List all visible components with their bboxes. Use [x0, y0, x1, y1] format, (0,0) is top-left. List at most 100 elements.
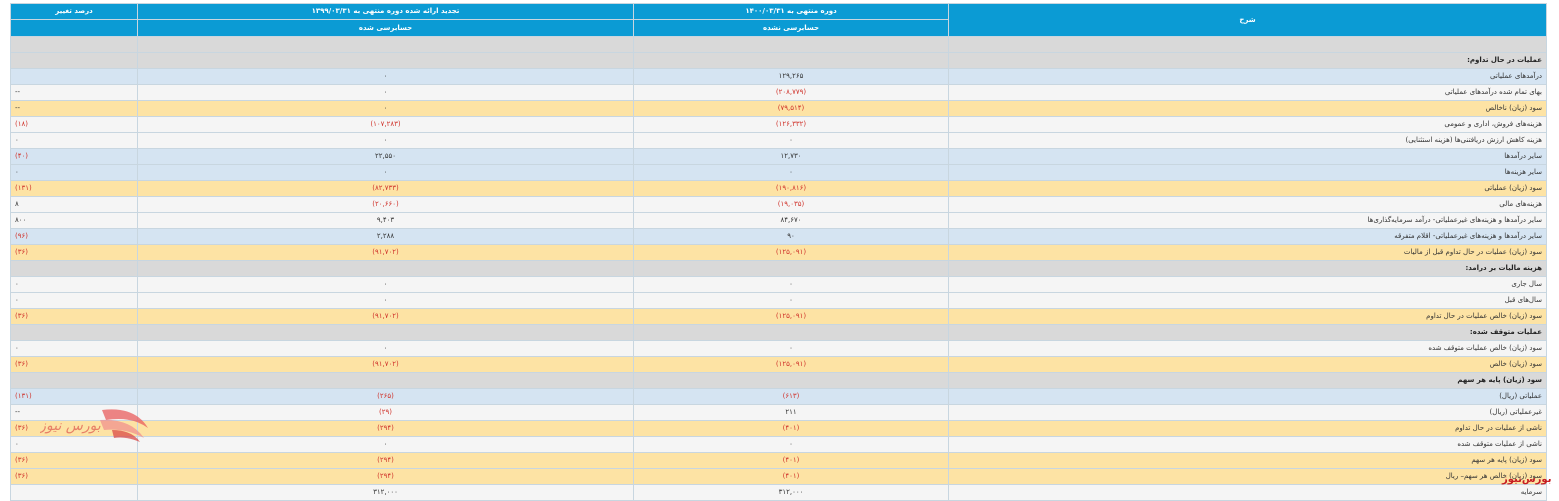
prev-period-cell: ۰ — [137, 164, 634, 181]
section-row: عملیات متوقف شده: — [10, 324, 1547, 341]
description-cell: عملیات متوقف شده: — [948, 324, 1547, 341]
pct-cell: (۹۶) — [10, 228, 138, 245]
prev-period-cell: (۲۹۴) — [137, 420, 634, 437]
logo-swoosh-3 — [112, 430, 140, 442]
table-row: ۸ (۲۰,۶۶۰) (۱۹,۰۳۵) هزینه‌های مالی — [10, 196, 1547, 213]
table-row: (۱۳۱) (۸۲,۷۳۳) (۱۹۰,۸۱۶) سود (زیان) عملیاتی — [10, 180, 1547, 197]
curr-period-cell: (۱۲۵,۰۹۱) — [633, 244, 949, 261]
table-body: درصد تغییر تجدید ارائه شده دوره منتهی به… — [10, 3, 1547, 501]
curr-period-cell: (۴۰۱) — [633, 468, 949, 485]
description-cell: سود (زیان) پایه هر سهم — [948, 372, 1547, 389]
prev-period-cell — [137, 36, 634, 53]
prev-period-cell: (۸۲,۷۳۳) — [137, 180, 634, 197]
table-row: (۳۶) (۲۹۴) (۴۰۱) سود (زیان) پایه هر سهم — [10, 452, 1547, 469]
pct-cell: ۸۰۰ — [10, 212, 138, 229]
pct-cell: ۸ — [10, 196, 138, 213]
section-row: هزینه مالیات بر درامد: — [10, 260, 1547, 277]
curr-period-cell: (۴۰۱) — [633, 452, 949, 469]
curr-period-cell — [633, 36, 949, 53]
pct-cell — [10, 260, 138, 277]
curr-period-cell: ۱۲,۷۳۰ — [633, 148, 949, 165]
description-cell: سود (زیان) خالص عملیات در حال تداوم — [948, 308, 1547, 325]
prev-period-cell: ۹,۴۰۳ — [137, 212, 634, 229]
curr-period-cell: (۲۰۸,۷۷۹) — [633, 84, 949, 101]
prev-period-cell: ۰ — [137, 436, 634, 453]
prev-period-cell: ۲۲,۵۵۰ — [137, 148, 634, 165]
curr-period-cell: (۱۲۶,۳۳۲) — [633, 116, 949, 133]
description-cell — [948, 36, 1547, 53]
pct-cell: (۳۶) — [10, 244, 138, 261]
pct-cell: ۰ — [10, 436, 138, 453]
curr-period-cell — [633, 324, 949, 341]
curr-period-cell: ۰ — [633, 340, 949, 357]
table-row — [10, 36, 1547, 53]
description-cell: سال‌های قبل — [948, 292, 1547, 309]
header-audit-row: حسابرسی شده حسابرسی نشده — [10, 19, 1547, 37]
table-row: ۰ ۱۲۹,۲۶۵ درآمدهای عملیاتی — [10, 68, 1547, 85]
description-cell: هزینه مالیات بر درامد: — [948, 260, 1547, 277]
pct-cell: (۳۶) — [10, 452, 138, 469]
description-cell: عملیات در حال تداوم: — [948, 52, 1547, 69]
description-cell: سود (زیان) عملیات در حال تداوم قبل از ما… — [948, 244, 1547, 261]
table-row: (۳۶) (۲۹۴) (۴۰۱) ناشی از عملیات در حال تداو… — [10, 420, 1547, 437]
prev-period-cell — [137, 52, 634, 69]
description-cell: عملیاتی (ریال) — [948, 388, 1547, 405]
prev-period-cell: (۲۹۴) — [137, 452, 634, 469]
section-row: سود (زیان) پایه هر سهم — [10, 372, 1547, 389]
curr-period-cell: ۰ — [633, 164, 949, 181]
pct-cell: (۳۶) — [10, 356, 138, 373]
prev-period-cell: ۰ — [137, 132, 634, 149]
prev-period-cell: ۰ — [137, 68, 634, 85]
curr-period-cell: ۲۱۱ — [633, 404, 949, 421]
pct-cell: (۳۶) — [10, 308, 138, 325]
description-cell: هزینه‌های مالی — [948, 196, 1547, 213]
prev-period-cell: (۲۹۴) — [137, 468, 634, 485]
pct-cell: ۰ — [10, 292, 138, 309]
header-curr-period: دوره منتهی به ۱۴۰۰/۰۳/۳۱ — [633, 3, 949, 20]
pct-cell: -- — [10, 84, 138, 101]
prev-period-cell — [137, 324, 634, 341]
pct-cell: ۰ — [10, 132, 138, 149]
curr-period-cell: (۴۰۱) — [633, 420, 949, 437]
pct-cell: (۱۳۱) — [10, 388, 138, 405]
curr-period-cell: ۱۲۹,۲۶۵ — [633, 68, 949, 85]
table-row: (۳۶) (۲۹۴) (۴۰۱) سود (زیان) خالص هر سهم– ری… — [10, 468, 1547, 485]
prev-period-cell: (۹۱,۷۰۲) — [137, 308, 634, 325]
table-row: ۰ ۰ ۰ سود (زیان) خالص عملیات متوقف شده — [10, 340, 1547, 357]
table-row: ۳۱۲,۰۰۰ ۳۱۲,۰۰۰ سرمایه — [10, 484, 1547, 501]
pct-cell: (۳۶) — [10, 468, 138, 485]
financial-table: درصد تغییر تجدید ارائه شده دوره منتهی به… — [10, 3, 1547, 501]
watermark-logo: بورس نیوز — [40, 409, 148, 442]
table-row: ۰ ۰ ۰ ناشی از عملیات متوقف شده — [10, 436, 1547, 453]
prev-period-cell: (۲۶۵) — [137, 388, 634, 405]
logo-swoosh-1 — [102, 409, 148, 428]
prev-period-cell: ۰ — [137, 276, 634, 293]
pct-cell — [10, 324, 138, 341]
pct-cell: (۱۳۱) — [10, 180, 138, 197]
header-description: شرح — [948, 3, 1547, 37]
table-row: ۰ ۰ ۰ هزینه کاهش ارزش دریافتنی‌ها (هزینه اس… — [10, 132, 1547, 149]
header-prev-status: حسابرسی شده — [137, 19, 634, 37]
curr-period-cell — [633, 52, 949, 69]
curr-period-cell: (۱۲۵,۰۹۱) — [633, 356, 949, 373]
header-prev-period: تجدید ارائه شده دوره منتهی به ۱۳۹۹/۰۳/۳۱ — [137, 3, 634, 20]
pct-cell — [10, 484, 138, 501]
prev-period-cell — [137, 260, 634, 277]
description-cell: درآمدهای عملیاتی — [948, 68, 1547, 85]
description-cell: سایر درآمدها و هزینه‌های غیرعملیاتی- اقل… — [948, 228, 1547, 245]
curr-period-cell — [633, 260, 949, 277]
prev-period-cell: ۰ — [137, 84, 634, 101]
curr-period-cell: (۱۹,۰۳۵) — [633, 196, 949, 213]
table-row: (۱۸) (۱۰۷,۲۸۳) (۱۲۶,۳۳۲) هزینه‌های فروش، اد… — [10, 116, 1547, 133]
curr-period-cell: ۳۱۲,۰۰۰ — [633, 484, 949, 501]
prev-period-cell: (۹۱,۷۰۲) — [137, 244, 634, 261]
description-cell: سود (زیان) پایه هر سهم — [948, 452, 1547, 469]
description-cell: سود (زیان) خالص — [948, 356, 1547, 373]
prev-period-cell: ۰ — [137, 340, 634, 357]
description-cell: سود (زیان) ناخالص — [948, 100, 1547, 117]
pct-cell: ۰ — [10, 164, 138, 181]
header-curr-status: حسابرسی نشده — [633, 19, 949, 37]
prev-period-cell: ۲,۲۸۸ — [137, 228, 634, 245]
description-cell: سایر درآمدها و هزینه‌های غیرعملیاتی- درآ… — [948, 212, 1547, 229]
table-row: (۳۶) (۹۱,۷۰۲) (۱۲۵,۰۹۱) سود (زیان) خالص عمل… — [10, 308, 1547, 325]
